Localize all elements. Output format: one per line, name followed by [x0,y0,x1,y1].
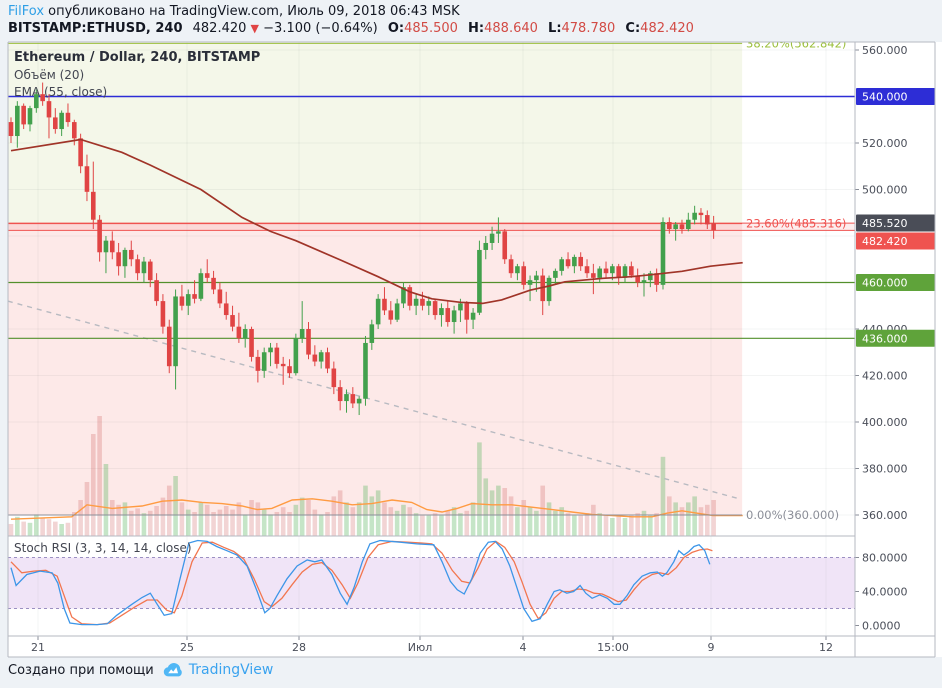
svg-text:Июл: Июл [408,641,433,654]
symbol-line: BITSTAMP:ETHUSD, 240 482.420 ▼ −3.100 (−… [8,21,938,37]
chart-frame [7,41,936,658]
svg-text:9: 9 [708,641,715,654]
svg-text:520.000: 520.000 [862,137,908,150]
main-panel-bg [8,42,855,536]
svg-text:420.000: 420.000 [862,370,908,383]
fib-zone-upper [8,43,743,224]
svg-text:4: 4 [520,641,527,654]
price-down-icon: ▼ [250,22,260,35]
svg-text:12: 12 [819,641,833,654]
byline: FilFox опубликовано на TradingView.com, … [8,4,938,20]
svg-text:460.000: 460.000 [862,277,908,290]
footer: Создано при помощи TradingView [8,659,273,681]
header: FilFox опубликовано на TradingView.com, … [8,4,938,37]
svg-text:38.20%(562.842): 38.20%(562.842) [746,36,846,50]
svg-text:360.000: 360.000 [862,509,908,522]
price-change: −3.100 (−0.64%) [263,21,378,36]
symbol-name: BITSTAMP:ETHUSD, 240 [8,21,183,36]
svg-text:560.000: 560.000 [862,44,908,57]
open-label: O: [387,21,405,36]
byline-text: опубликовано на TradingView.com, Июль 09… [44,4,460,19]
svg-text:0.0000: 0.0000 [862,620,901,633]
svg-text:15:00: 15:00 [597,641,629,654]
svg-text:23.60%(485.316): 23.60%(485.316) [746,217,846,231]
svg-text:28: 28 [292,641,306,654]
svg-text:80.0000: 80.0000 [862,552,908,565]
ema-line [10,138,743,305]
svg-text:21: 21 [31,641,45,654]
time-axis-bg [8,636,855,657]
price-axis: 560.000520.000500.000440.000420.000400.0… [855,44,935,633]
high-label: H: [468,21,485,36]
tradingview-logo-icon [162,659,184,681]
footer-text: Создано при помощи [8,662,154,678]
svg-text:540.000: 540.000 [862,91,908,104]
price-badge [856,232,935,250]
svg-text:0.00%(360.000): 0.00%(360.000) [746,508,839,522]
price-badge [856,329,935,347]
volume-bars [8,416,716,536]
time-axis: 21 25 28 Июл 4 15:00 9 12 [31,636,833,654]
last-price: 482.420 [192,21,247,36]
stoch-panel-bg [8,536,855,636]
low-label: L: [548,21,562,36]
close-value: 482.420 [640,21,694,36]
svg-text:400.000: 400.000 [862,416,908,429]
stoch-band [8,557,855,609]
tradingview-link[interactable]: TradingView [188,662,274,678]
stoch-k-line [10,539,711,626]
high-value: 488.640 [484,21,538,36]
open-value: 485.500 [404,21,458,36]
author-link[interactable]: FilFox [8,4,45,19]
price-badge [856,88,935,105]
svg-text:436.000: 436.000 [862,332,908,345]
svg-text:482.420: 482.420 [862,235,908,248]
svg-text:25: 25 [180,641,194,654]
low-value: 478.780 [561,21,616,36]
svg-text:485.520: 485.520 [862,217,908,230]
svg-text:40.0000: 40.0000 [862,586,908,599]
svg-text:380.000: 380.000 [862,463,908,476]
svg-text:500.000: 500.000 [862,184,908,197]
fib-labels: 38.20%(562.842) 23.60%(485.316) 0.00%(360.… [746,36,846,522]
candles [8,82,716,416]
close-label: C: [625,21,641,36]
price-axis-bg [855,42,942,657]
price-badge [856,274,935,291]
price-badge [856,214,935,232]
volume-ma-line [10,498,743,520]
price-band [8,223,855,231]
trendline [8,300,740,500]
